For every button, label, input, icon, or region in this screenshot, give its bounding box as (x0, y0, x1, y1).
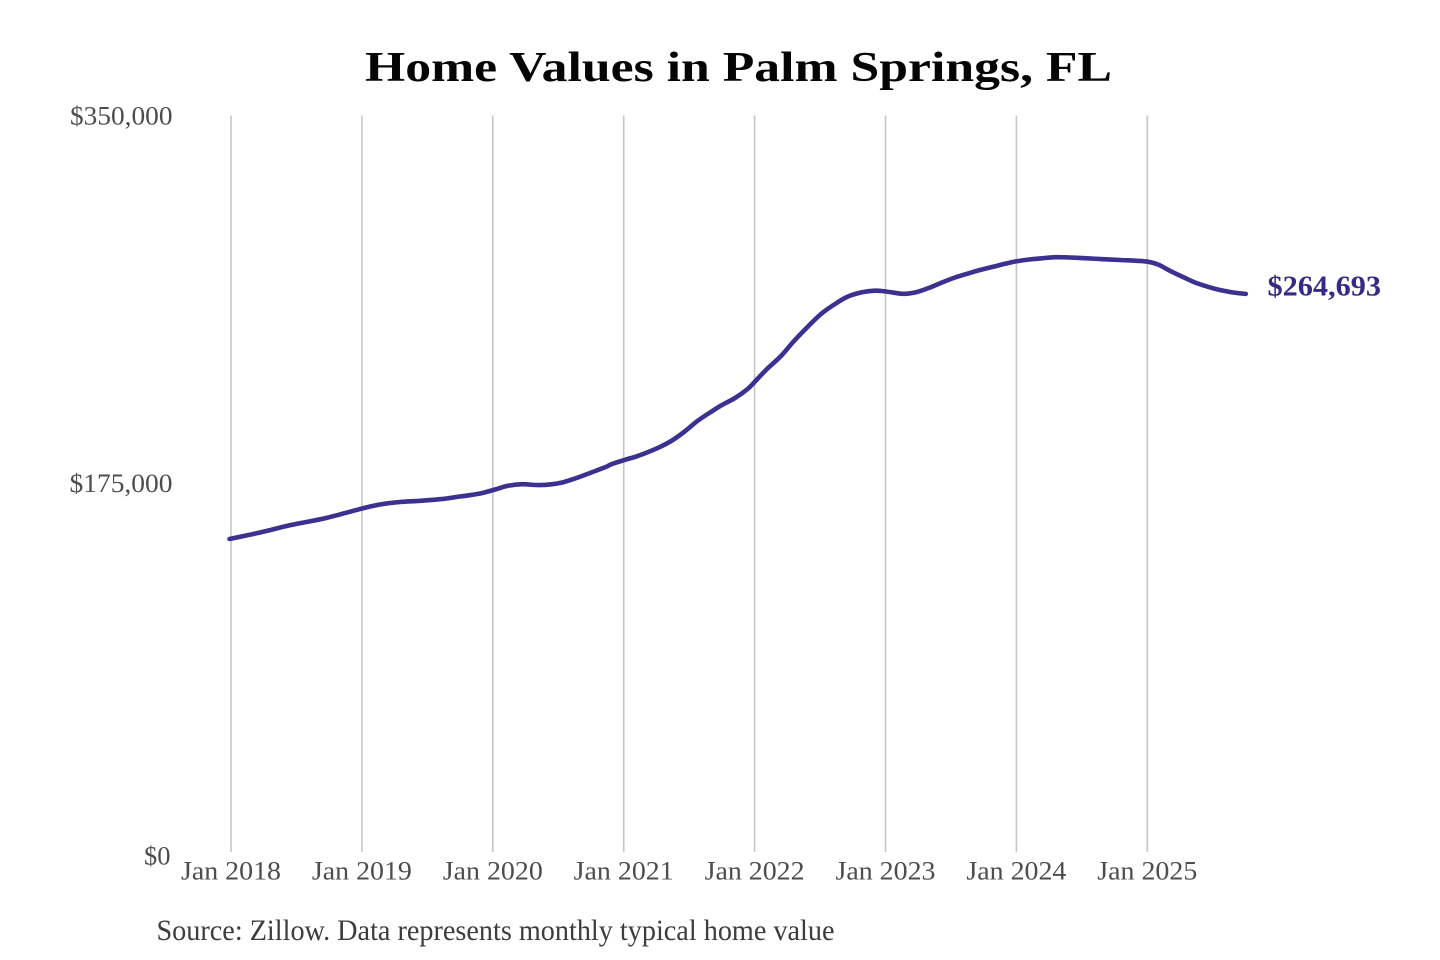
svg-text:Jan 2023: Jan 2023 (836, 856, 936, 886)
svg-text:Jan 2018: Jan 2018 (181, 856, 281, 886)
svg-text:Jan 2024: Jan 2024 (966, 856, 1066, 886)
svg-text:$0: $0 (144, 841, 171, 871)
svg-text:Jan 2022: Jan 2022 (705, 856, 805, 886)
svg-text:$175,000: $175,000 (70, 468, 173, 498)
svg-text:Jan 2021: Jan 2021 (574, 856, 674, 886)
svg-text:Jan 2019: Jan 2019 (312, 856, 412, 886)
svg-text:Home Values in Palm Springs, F: Home Values in Palm Springs, FL (365, 45, 1112, 91)
svg-text:Jan 2025: Jan 2025 (1097, 856, 1197, 886)
svg-text:$264,693: $264,693 (1268, 272, 1382, 303)
svg-text:$350,000: $350,000 (70, 101, 173, 131)
svg-text:Jan 2020: Jan 2020 (443, 856, 543, 886)
svg-text:Source: Zillow. Data represent: Source: Zillow. Data represents monthly … (157, 914, 835, 947)
